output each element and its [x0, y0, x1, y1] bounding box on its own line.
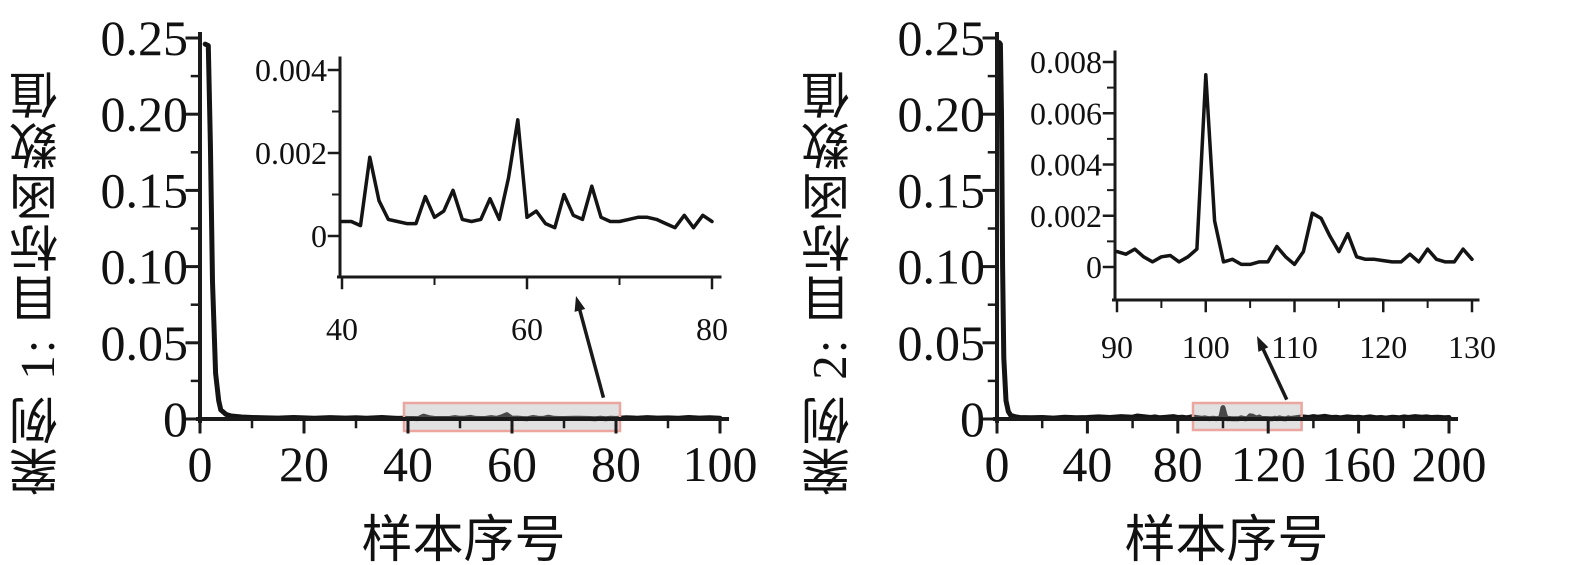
y-tick-label: 0.10 — [898, 239, 986, 295]
y-tick-label: 0 — [163, 391, 188, 447]
inset-x-tick-label: 130 — [1448, 329, 1496, 365]
y-tick-label: 0.25 — [898, 10, 986, 66]
inset-x-tick-label: 90 — [1101, 329, 1133, 365]
inset-y-tick-label: 0.004 — [1030, 147, 1102, 183]
main-axes: 0 20 40 60 80 100 0 0.05 0.10 0.15 0.20 0.25 — [101, 10, 758, 492]
case1-x-axis-label: 样本序号 — [361, 513, 566, 565]
x-tick-label: 80 — [1153, 436, 1203, 492]
highlight-box — [1191, 401, 1303, 432]
y-tick-label: 0.10 — [101, 239, 189, 295]
y-tick-label: 0.25 — [101, 10, 189, 66]
zoom-arrow-head — [1257, 336, 1269, 352]
inset-case2: 0 0.002 0.004 0.006 0.008 90 100 110 120 130 — [1030, 44, 1496, 365]
y-tick-label: 0.15 — [898, 162, 986, 218]
x-tick-label: 200 — [1412, 436, 1487, 492]
x-tick-label: 40 — [1062, 436, 1112, 492]
zoom-arrow — [1257, 336, 1289, 401]
inset-y-tick-label: 0.002 — [255, 135, 327, 171]
inset-curve — [340, 118, 714, 230]
inset-y-tick-label: 0 — [311, 218, 327, 254]
main-curve — [202, 41, 723, 422]
inset-x-tick-label: 120 — [1359, 329, 1407, 365]
x-tick-label: 40 — [383, 436, 433, 492]
inset-case1: 0 0.002 0.004 40 60 80 — [255, 52, 728, 347]
case2-y-axis-label: 案例 2: 目标函数值 — [802, 68, 857, 497]
inset-curve — [1115, 73, 1474, 267]
x-tick-label: 80 — [591, 436, 641, 492]
case1-y-axis-label: 案例 1: 目标函数值 — [10, 68, 65, 497]
chart-case2: 0 40 80 120 160 200 0 0.05 0.10 0.15 0.20 0.25 0 0.00… — [898, 10, 1497, 492]
x-tick-label: 0 — [188, 436, 213, 492]
y-tick-label: 0.20 — [101, 86, 189, 142]
x-tick-label: 100 — [683, 436, 758, 492]
x-tick-label: 20 — [279, 436, 329, 492]
inset-y-tick-label: 0.004 — [255, 52, 327, 88]
inset-y-tick-label: 0.006 — [1030, 95, 1102, 131]
main-axes: 0 40 80 120 160 200 0 0.05 0.10 0.15 0.20 0.25 — [898, 10, 1487, 492]
zoom-arrow-head — [574, 296, 586, 312]
inset-y-tick-label: 0.002 — [1030, 198, 1102, 234]
inset-x-tick-label: 110 — [1271, 329, 1318, 365]
y-tick-label: 0.15 — [101, 162, 189, 218]
case2-x-axis-label: 样本序号 — [1124, 513, 1329, 565]
x-tick-label: 160 — [1321, 436, 1396, 492]
x-tick-label: 120 — [1231, 436, 1306, 492]
x-tick-label: 60 — [487, 436, 537, 492]
inset-y-tick-label: 0.008 — [1030, 44, 1102, 80]
zoom-arrow-shaft — [1261, 347, 1289, 401]
inset-x-tick-label: 100 — [1182, 329, 1230, 365]
inset-y-tick-label: 0 — [1086, 249, 1102, 285]
inset-x-tick-label: 60 — [511, 311, 543, 347]
inset-x-tick-label: 80 — [696, 311, 728, 347]
zoom-arrow-shaft — [577, 308, 606, 399]
x-tick-label: 0 — [985, 436, 1010, 492]
inset-x-tick-label: 40 — [326, 311, 358, 347]
y-tick-label: 0 — [960, 391, 985, 447]
zoom-arrow — [574, 296, 606, 399]
chart-case1: 0 20 40 60 80 10000.050.100.150.200.2500.0020… — [101, 10, 758, 492]
y-tick-label: 0.05 — [898, 315, 986, 371]
y-tick-label: 0.05 — [101, 315, 189, 371]
y-tick-label: 0.20 — [898, 86, 986, 142]
